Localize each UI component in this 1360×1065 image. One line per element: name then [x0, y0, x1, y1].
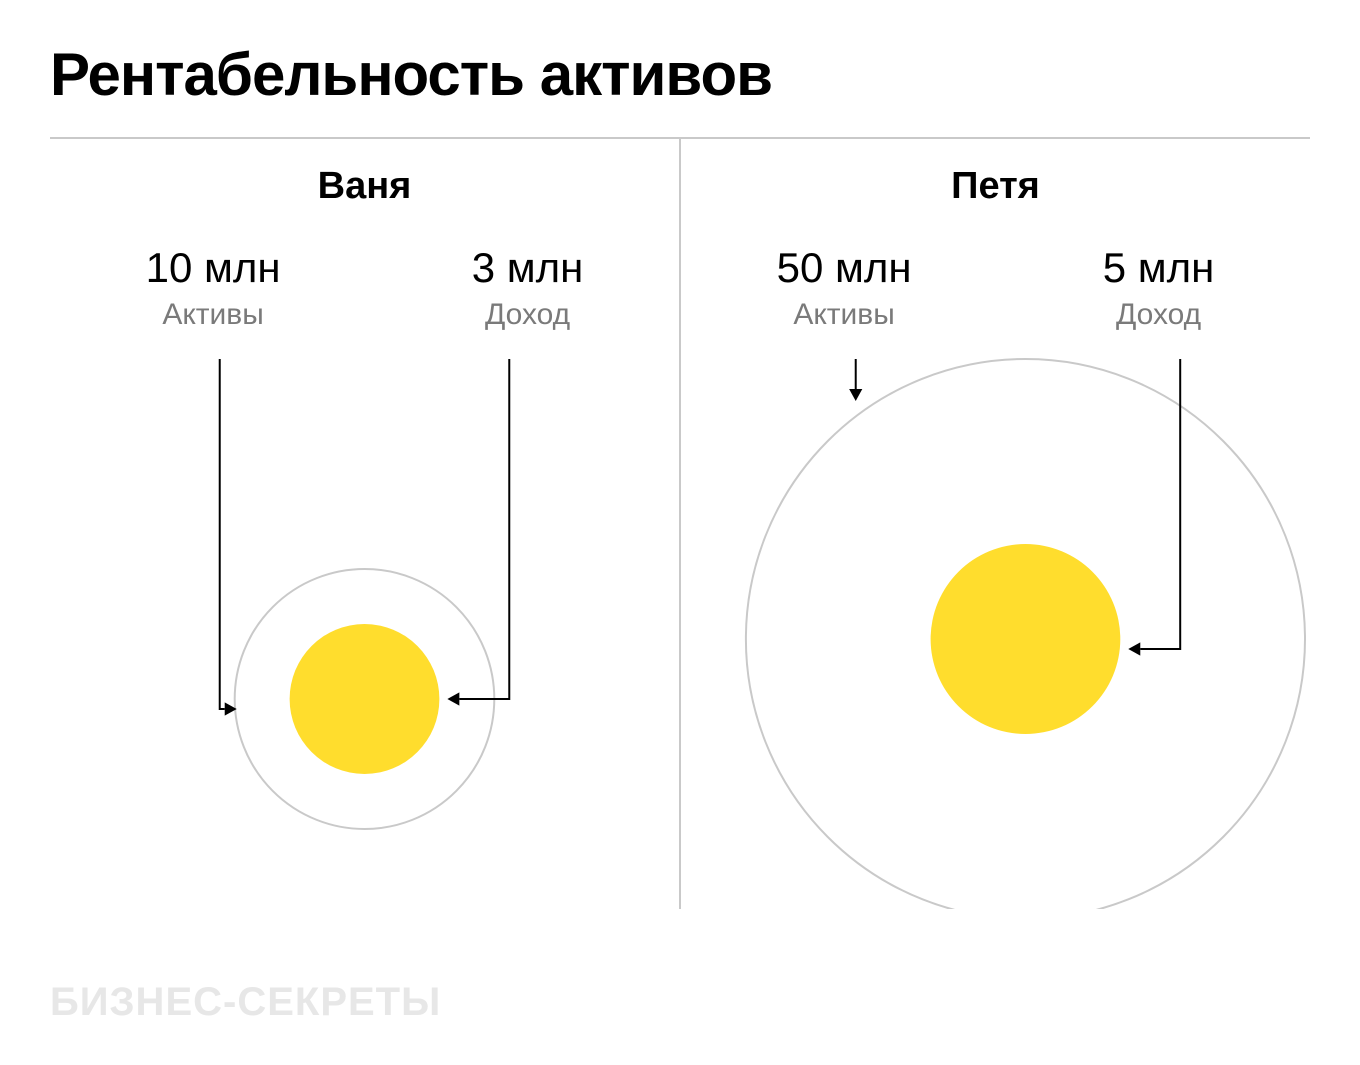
- assets-label-petya: Активы: [777, 298, 912, 332]
- inner-circle: [290, 624, 440, 774]
- panel-name-petya: Петя: [681, 165, 1310, 208]
- metric-assets-petya: 50 млн Активы: [777, 244, 912, 332]
- page: Рентабельность активов Ваня 10 млн Актив…: [0, 0, 1360, 1065]
- panel-vanya: Ваня 10 млн Активы 3 млн Доход: [50, 139, 681, 909]
- metrics-row-petya: 50 млн Активы 5 млн Доход: [681, 244, 1310, 332]
- income-arrow: [1128, 359, 1180, 656]
- assets-label-vanya: Активы: [146, 298, 281, 332]
- metric-income-vanya: 3 млн Доход: [472, 244, 584, 332]
- page-title: Рентабельность активов: [50, 40, 1310, 109]
- assets-arrow: [849, 359, 862, 401]
- income-value-vanya: 3 млн: [472, 244, 584, 292]
- outer-circle: [235, 569, 495, 829]
- metrics-row-vanya: 10 млн Активы 3 млн Доход: [50, 244, 679, 332]
- assets-arrow: [220, 359, 237, 716]
- metric-assets-vanya: 10 млн Активы: [146, 244, 281, 332]
- income-value-petya: 5 млн: [1103, 244, 1215, 292]
- assets-value-vanya: 10 млн: [146, 244, 281, 292]
- income-arrow: [447, 359, 509, 706]
- assets-value-petya: 50 млн: [777, 244, 912, 292]
- inner-circle: [931, 544, 1121, 734]
- panels-container: Ваня 10 млн Активы 3 млн Доход Петя 50 м…: [50, 139, 1310, 909]
- panel-petya: Петя 50 млн Активы 5 млн Доход: [681, 139, 1310, 909]
- income-label-vanya: Доход: [472, 298, 584, 332]
- outer-circle: [746, 359, 1305, 909]
- metric-income-petya: 5 млн Доход: [1103, 244, 1215, 332]
- watermark: БИЗНЕС-СЕКРЕТЫ: [50, 980, 441, 1025]
- panel-name-vanya: Ваня: [50, 165, 679, 208]
- income-label-petya: Доход: [1103, 298, 1215, 332]
